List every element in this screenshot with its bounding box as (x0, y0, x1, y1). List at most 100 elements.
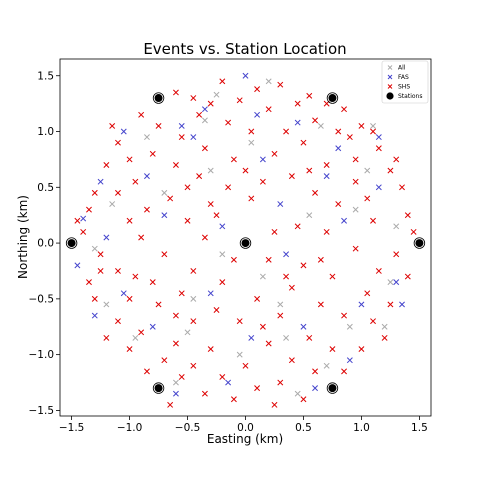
fas-point (323, 173, 330, 180)
fas-point (207, 290, 214, 297)
fas-point (120, 290, 127, 297)
legend-marker (387, 74, 393, 80)
shs-point (172, 312, 179, 319)
fas-point (143, 173, 150, 180)
shs-point (370, 318, 376, 325)
shs-point (248, 128, 255, 135)
shs-point (91, 295, 98, 302)
shs-point (172, 89, 179, 96)
fas-point (80, 215, 87, 222)
shs-point (329, 346, 336, 353)
fas-point (190, 134, 197, 141)
shs-point (190, 268, 197, 274)
legend-box (381, 60, 429, 104)
shs-point (201, 234, 208, 241)
y-tick-label: 1.0 (37, 126, 54, 138)
fas-point (375, 134, 382, 141)
all-point (172, 379, 179, 386)
shs-point (352, 178, 359, 185)
shs-point (375, 145, 382, 152)
shs-point (115, 189, 121, 196)
series-all (91, 78, 400, 397)
shs-point (213, 307, 220, 313)
shs-point (323, 162, 330, 168)
fas-point (178, 122, 185, 129)
station-point (326, 92, 339, 104)
fas-point (219, 223, 226, 230)
shs-point (387, 167, 394, 174)
shs-point (132, 178, 139, 185)
shs-point (352, 245, 359, 252)
shs-point (404, 273, 411, 280)
shs-point (167, 195, 174, 202)
fas-point (346, 357, 353, 364)
shs-point (259, 178, 266, 185)
x-tick-label: 1.0 (353, 422, 370, 434)
y-tick-label: −1.5 (29, 405, 55, 417)
shs-point (225, 184, 232, 191)
fas-point (149, 323, 156, 330)
legend-label: SHS (398, 84, 410, 91)
x-tick-label: −0.5 (175, 422, 201, 434)
shs-point (312, 189, 319, 196)
shs-point (306, 334, 313, 341)
shs-point (283, 128, 290, 135)
shs-point (300, 262, 307, 269)
shs-point (143, 368, 150, 375)
legend-marker (387, 65, 393, 70)
y-axis: −1.5 −1.0 −0.5 0.0 0.5 1.0 1.5 (29, 70, 60, 417)
shs-point (115, 318, 121, 325)
shs-point (352, 156, 359, 163)
all-point (277, 301, 284, 308)
shs-point (317, 301, 324, 308)
shs-point (201, 390, 208, 397)
station-point (65, 237, 78, 249)
shs-point (86, 279, 92, 286)
shs-point (230, 156, 237, 163)
shs-point (265, 256, 272, 263)
all-point (352, 206, 359, 213)
shs-point (277, 312, 284, 319)
shs-point (393, 251, 400, 258)
shs-point (259, 323, 266, 330)
shs-point (213, 212, 220, 219)
y-axis-label: Northing (km) (16, 195, 30, 279)
all-point (259, 273, 266, 280)
y-tick-label: 0.5 (37, 182, 54, 194)
shs-point (364, 195, 371, 202)
shs-point (341, 312, 348, 319)
shs-point (410, 228, 417, 235)
shs-point (184, 217, 191, 224)
fas-point (393, 279, 400, 286)
shs-point (346, 134, 353, 141)
shs-point (207, 201, 214, 207)
station-point (152, 92, 165, 104)
fas-point (358, 301, 365, 308)
shs-point (172, 340, 179, 347)
legend-item: All (387, 65, 406, 72)
shs-point (271, 150, 278, 157)
station-point (239, 237, 252, 249)
shs-point (91, 189, 98, 196)
fas-point (375, 184, 382, 191)
shs-point (80, 228, 87, 235)
fas-point (254, 111, 261, 118)
shs-point (387, 301, 394, 308)
all-point (201, 117, 208, 124)
shs-point (178, 134, 185, 141)
shs-point (138, 234, 145, 241)
shs-point (283, 273, 290, 280)
shs-point (370, 217, 376, 224)
fas-point (312, 385, 319, 392)
shs-point (370, 128, 376, 135)
shs-point (288, 284, 295, 291)
shs-point (329, 273, 336, 280)
shs-point (172, 162, 179, 168)
fas-point (341, 217, 348, 224)
shs-point (115, 139, 121, 146)
shs-point (109, 122, 116, 129)
all-point (364, 167, 371, 174)
shs-point (97, 268, 104, 274)
y-tick-label: 0.0 (37, 238, 54, 250)
shs-point (184, 184, 191, 191)
